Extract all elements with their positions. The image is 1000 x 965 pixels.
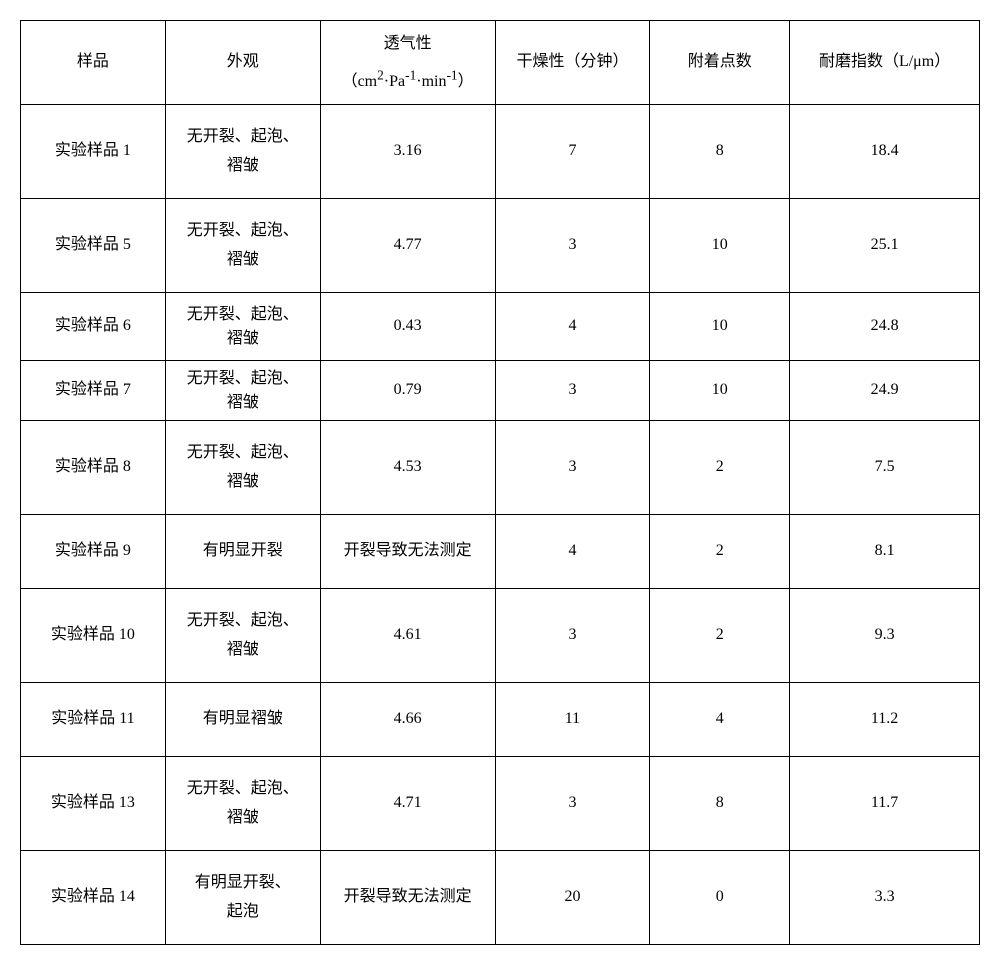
cell-appearance: 无开裂、起泡、褶皱 <box>165 105 320 199</box>
cell-adhesion: 10 <box>650 293 790 361</box>
cell-wear: 24.9 <box>790 361 980 421</box>
cell-dry: 4 <box>495 515 650 589</box>
cell-sample: 实验样品 5 <box>21 199 166 293</box>
cell-adhesion: 8 <box>650 105 790 199</box>
cell-wear: 11.7 <box>790 757 980 851</box>
cell-dry: 3 <box>495 589 650 683</box>
data-table: 样品 外观 透气性 （cm2·Pa-1·min-1） 干燥性（分钟） 附着点数 … <box>20 20 980 945</box>
perm-header-line2: （cm2·Pa-1·min-1） <box>342 73 474 90</box>
cell-adhesion: 4 <box>650 683 790 757</box>
cell-permeability: 0.79 <box>320 361 495 421</box>
cell-sample: 实验样品 6 <box>21 293 166 361</box>
cell-wear: 25.1 <box>790 199 980 293</box>
cell-adhesion: 2 <box>650 589 790 683</box>
perm-unit-sup1: 2 <box>377 68 384 83</box>
table-header: 样品 外观 透气性 （cm2·Pa-1·min-1） 干燥性（分钟） 附着点数 … <box>21 21 980 105</box>
cell-sample: 实验样品 14 <box>21 851 166 945</box>
perm-header-line1: 透气性 <box>384 35 432 52</box>
cell-sample: 实验样品 10 <box>21 589 166 683</box>
cell-adhesion: 2 <box>650 515 790 589</box>
cell-sample: 实验样品 7 <box>21 361 166 421</box>
cell-appearance: 有明显开裂、起泡 <box>165 851 320 945</box>
cell-wear: 18.4 <box>790 105 980 199</box>
cell-permeability: 4.53 <box>320 421 495 515</box>
cell-adhesion: 8 <box>650 757 790 851</box>
cell-sample: 实验样品 8 <box>21 421 166 515</box>
col-header-wear: 耐磨指数（L/μm） <box>790 21 980 105</box>
cell-wear: 24.8 <box>790 293 980 361</box>
perm-unit-sup2: -1 <box>405 68 416 83</box>
table-row: 实验样品 5无开裂、起泡、褶皱4.7731025.1 <box>21 199 980 293</box>
table-row: 实验样品 6无开裂、起泡、褶皱0.4341024.8 <box>21 293 980 361</box>
cell-sample: 实验样品 1 <box>21 105 166 199</box>
table-row: 实验样品 11有明显褶皱4.6611411.2 <box>21 683 980 757</box>
cell-appearance: 无开裂、起泡、褶皱 <box>165 293 320 361</box>
table-body: 实验样品 1无开裂、起泡、褶皱3.167818.4实验样品 5无开裂、起泡、褶皱… <box>21 105 980 945</box>
cell-sample: 实验样品 13 <box>21 757 166 851</box>
table-row: 实验样品 14有明显开裂、起泡开裂导致无法测定2003.3 <box>21 851 980 945</box>
cell-permeability: 4.71 <box>320 757 495 851</box>
cell-permeability: 开裂导致无法测定 <box>320 515 495 589</box>
cell-permeability: 3.16 <box>320 105 495 199</box>
cell-dry: 4 <box>495 293 650 361</box>
cell-dry: 3 <box>495 361 650 421</box>
cell-appearance: 有明显褶皱 <box>165 683 320 757</box>
cell-appearance: 无开裂、起泡、褶皱 <box>165 757 320 851</box>
cell-adhesion: 0 <box>650 851 790 945</box>
col-header-permeability: 透气性 （cm2·Pa-1·min-1） <box>320 21 495 105</box>
col-header-sample: 样品 <box>21 21 166 105</box>
cell-dry: 3 <box>495 199 650 293</box>
cell-sample: 实验样品 9 <box>21 515 166 589</box>
col-header-dry: 干燥性（分钟） <box>495 21 650 105</box>
cell-dry: 20 <box>495 851 650 945</box>
perm-unit-mid2: ·min <box>416 73 446 90</box>
cell-appearance: 无开裂、起泡、褶皱 <box>165 421 320 515</box>
table-row: 实验样品 8无开裂、起泡、褶皱4.53327.5 <box>21 421 980 515</box>
cell-permeability: 4.77 <box>320 199 495 293</box>
perm-unit-mid1: ·Pa <box>384 73 405 90</box>
col-header-appearance: 外观 <box>165 21 320 105</box>
table-row: 实验样品 9有明显开裂开裂导致无法测定428.1 <box>21 515 980 589</box>
cell-permeability: 开裂导致无法测定 <box>320 851 495 945</box>
cell-appearance: 有明显开裂 <box>165 515 320 589</box>
table-row: 实验样品 10无开裂、起泡、褶皱4.61329.3 <box>21 589 980 683</box>
cell-permeability: 4.66 <box>320 683 495 757</box>
cell-wear: 3.3 <box>790 851 980 945</box>
cell-adhesion: 10 <box>650 199 790 293</box>
table-row: 实验样品 1无开裂、起泡、褶皱3.167818.4 <box>21 105 980 199</box>
cell-wear: 8.1 <box>790 515 980 589</box>
cell-permeability: 0.43 <box>320 293 495 361</box>
perm-unit-prefix: （cm <box>342 73 378 90</box>
header-row: 样品 外观 透气性 （cm2·Pa-1·min-1） 干燥性（分钟） 附着点数 … <box>21 21 980 105</box>
cell-appearance: 无开裂、起泡、褶皱 <box>165 589 320 683</box>
cell-adhesion: 2 <box>650 421 790 515</box>
cell-appearance: 无开裂、起泡、褶皱 <box>165 199 320 293</box>
cell-wear: 7.5 <box>790 421 980 515</box>
cell-permeability: 4.61 <box>320 589 495 683</box>
table-row: 实验样品 13无开裂、起泡、褶皱4.713811.7 <box>21 757 980 851</box>
cell-wear: 9.3 <box>790 589 980 683</box>
col-header-adh: 附着点数 <box>650 21 790 105</box>
cell-dry: 3 <box>495 421 650 515</box>
cell-sample: 实验样品 11 <box>21 683 166 757</box>
cell-dry: 11 <box>495 683 650 757</box>
perm-unit-sup3: -1 <box>446 68 457 83</box>
cell-appearance: 无开裂、起泡、褶皱 <box>165 361 320 421</box>
cell-adhesion: 10 <box>650 361 790 421</box>
table-row: 实验样品 7无开裂、起泡、褶皱0.7931024.9 <box>21 361 980 421</box>
perm-unit-suffix: ） <box>458 73 474 90</box>
cell-wear: 11.2 <box>790 683 980 757</box>
cell-dry: 3 <box>495 757 650 851</box>
cell-dry: 7 <box>495 105 650 199</box>
